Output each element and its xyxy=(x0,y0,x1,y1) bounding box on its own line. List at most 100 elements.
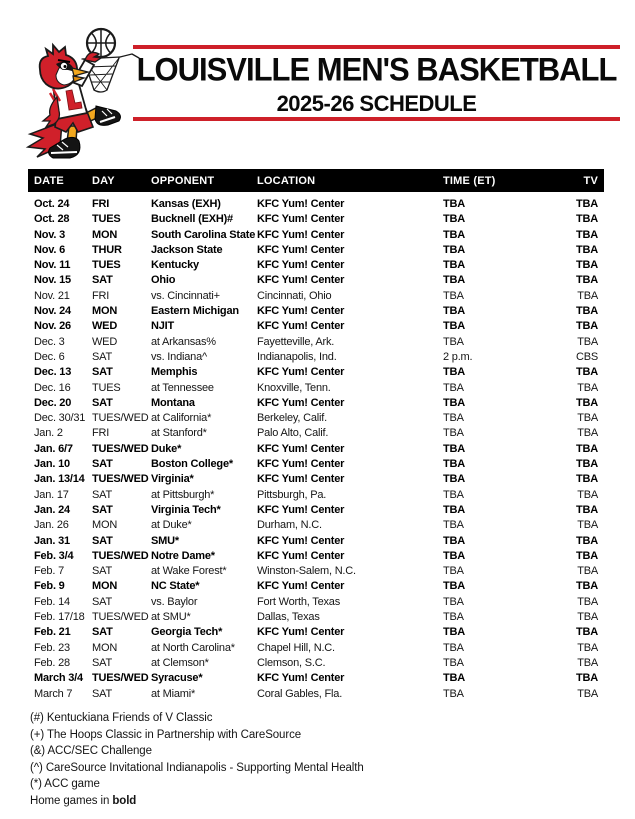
cell-tv: TBA xyxy=(575,580,598,593)
cell-tv: TBA xyxy=(577,289,598,302)
cell-time: TBA xyxy=(443,396,466,409)
cell-day: TUES/WED xyxy=(92,611,149,624)
home-games-note: Home games in bold xyxy=(30,793,364,810)
column-header-location: LOCATION xyxy=(257,174,316,187)
cell-tv: TBA xyxy=(575,213,598,226)
cell-tv: TBA xyxy=(575,259,598,272)
cell-time: 2 p.m. xyxy=(443,350,473,363)
cell-tv: TBA xyxy=(577,656,598,669)
cell-day: FRI xyxy=(92,427,110,440)
cell-location: KFC Yum! Center xyxy=(257,198,345,210)
cell-date: Dec. 13 xyxy=(34,366,72,379)
cell-time: TBA xyxy=(443,549,466,562)
cell-date: Nov. 21 xyxy=(34,289,70,302)
cell-day: MON xyxy=(92,305,118,318)
louisville-cardinal-mascot-icon xyxy=(25,27,140,159)
cell-date: Nov. 6 xyxy=(34,243,65,256)
cell-day: TUES/WED xyxy=(92,549,149,562)
cell-date: March 3/4 xyxy=(34,672,83,685)
cell-day: WED xyxy=(92,320,118,333)
cell-date: Oct. 28 xyxy=(34,213,70,226)
cell-location: KFC Yum! Center xyxy=(257,274,345,287)
cell-opponent: Jackson State xyxy=(151,243,223,256)
cell-location: Indianapolis, Ind. xyxy=(257,350,337,363)
cell-tv: TBA xyxy=(577,641,598,654)
table-row: Feb. 23 MON at North Carolina* Chapel Hi… xyxy=(28,641,604,656)
cell-time: TBA xyxy=(443,611,464,624)
cell-day: SAT xyxy=(92,595,112,608)
pupil xyxy=(63,65,67,68)
table-row: Feb. 3/4 TUES/WED Notre Dame* KFC Yum! C… xyxy=(28,549,604,564)
cell-date: Dec. 6 xyxy=(34,350,65,363)
table-row: Jan. 24 SAT Virginia Tech* KFC Yum! Cent… xyxy=(28,503,604,518)
column-header-time: TIME (ET) xyxy=(443,174,496,187)
cell-location: KFC Yum! Center xyxy=(257,305,345,318)
cell-time: TBA xyxy=(443,534,466,547)
cell-location: Durham, N.C. xyxy=(257,519,322,532)
table-row: Dec. 20 SAT Montana KFC Yum! Center TBA … xyxy=(28,396,604,411)
cell-location: Pittsburgh, Pa. xyxy=(257,488,327,501)
cell-time: TBA xyxy=(443,366,466,379)
cell-tv: TBA xyxy=(575,458,598,471)
cell-day: SAT xyxy=(92,274,113,287)
red-divider-bottom xyxy=(133,117,620,121)
wing-hand-down xyxy=(41,95,61,129)
cell-date: Jan. 10 xyxy=(34,458,70,471)
footnotes-list: (#) Kentuckiana Friends of V Classic (+) … xyxy=(30,710,364,793)
cell-time: TBA xyxy=(443,259,466,272)
table-row: Nov. 3 MON South Carolina State KFC Yum!… xyxy=(28,228,604,243)
cell-opponent: vs. Cincinnati+ xyxy=(151,289,220,302)
cell-time: TBA xyxy=(443,289,464,302)
cell-opponent: Boston College* xyxy=(151,458,233,471)
cell-location: KFC Yum! Center xyxy=(257,626,345,639)
cell-day: SAT xyxy=(92,488,112,501)
cell-tv: TBA xyxy=(577,335,598,348)
cell-date: Feb. 7 xyxy=(34,565,64,578)
cell-day: MON xyxy=(92,641,118,654)
cell-date: Feb. 14 xyxy=(34,595,70,608)
cell-tv: CBS xyxy=(575,350,598,363)
cell-tv: TBA xyxy=(575,320,598,333)
cell-location: Dallas, Texas xyxy=(257,611,320,624)
masthead: LOUISVILLE MEN'S BASKETBALL 2025-26 SCHE… xyxy=(133,45,620,121)
cell-time: TBA xyxy=(443,305,466,318)
cell-location: KFC Yum! Center xyxy=(257,534,345,547)
cell-time: TBA xyxy=(443,656,464,669)
cell-time: TBA xyxy=(443,274,466,287)
cell-tv: TBA xyxy=(577,687,598,700)
cell-day: MON xyxy=(92,228,118,241)
table-row: Oct. 28 TUES Bucknell (EXH)# KFC Yum! Ce… xyxy=(28,212,604,227)
table-row: Feb. 21 SAT Georgia Tech* KFC Yum! Cente… xyxy=(28,625,604,640)
column-header-tv: TV xyxy=(583,174,598,187)
cell-opponent: Kentucky xyxy=(151,259,199,272)
cell-day: SAT xyxy=(92,458,113,471)
cell-tv: TBA xyxy=(577,519,598,532)
cell-tv: TBA xyxy=(575,243,598,256)
column-header-day: DAY xyxy=(92,174,115,187)
cell-opponent: at Wake Forest* xyxy=(151,565,227,578)
footnote-line: (#) Kentuckiana Friends of V Classic xyxy=(30,712,213,724)
cell-tv: TBA xyxy=(575,534,598,547)
cell-opponent: at Arkansas% xyxy=(151,335,216,348)
footnote-line: (&) ACC/SEC Challenge xyxy=(30,745,152,758)
table-row: Dec. 13 SAT Memphis KFC Yum! Center TBA … xyxy=(28,365,604,380)
cell-opponent: at Tennessee xyxy=(151,381,214,394)
cell-day: TUES/WED xyxy=(92,442,149,455)
cell-date: Oct. 24 xyxy=(34,198,70,210)
cell-tv: TBA xyxy=(575,672,598,685)
cell-opponent: NC State* xyxy=(151,580,200,593)
cell-tv: TBA xyxy=(577,488,598,501)
cell-time: TBA xyxy=(443,228,466,241)
cell-time: TBA xyxy=(443,335,464,348)
table-row: Nov. 26 WED NJIT KFC Yum! Center TBA TBA xyxy=(28,319,604,334)
cell-location: Winston-Salem, N.C. xyxy=(257,565,356,578)
cell-time: TBA xyxy=(443,687,464,700)
table-row: Feb. 28 SAT at Clemson* Clemson, S.C. TB… xyxy=(28,656,604,671)
cell-location: KFC Yum! Center xyxy=(257,243,345,256)
cell-location: Palo Alto, Calif. xyxy=(257,427,329,440)
cell-time: TBA xyxy=(443,381,464,394)
cell-time: TBA xyxy=(443,320,466,333)
table-row: Feb. 17/18 TUES/WED at SMU* Dallas, Texa… xyxy=(28,610,604,625)
table-row: Oct. 24 FRI Kansas (EXH) KFC Yum! Center… xyxy=(28,197,604,212)
